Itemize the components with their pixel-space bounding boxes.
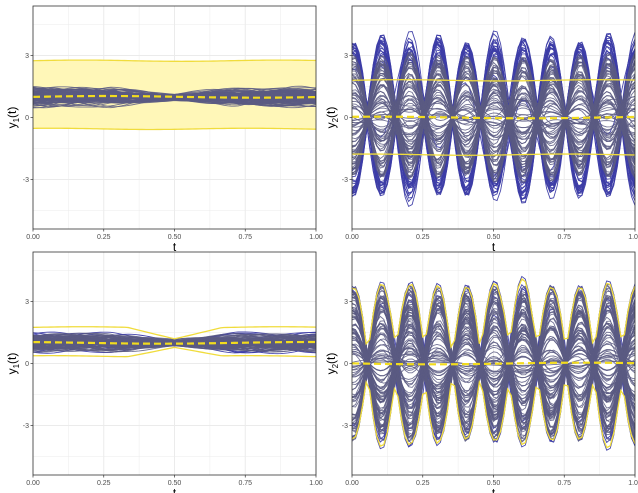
x-tick-label: 0.50: [168, 480, 182, 487]
y-axis-title-subscript: 2: [331, 117, 340, 122]
y-axis-title-main: y: [5, 122, 19, 128]
x-tick-label: 0.00: [345, 234, 359, 241]
sample-curve: [352, 325, 635, 403]
x-tick-label: 1.00: [628, 480, 638, 487]
y-tick-label: 3: [344, 299, 348, 306]
mean-line: [33, 94, 316, 99]
band-lower-line: [33, 346, 316, 358]
x-tick-label: 0.25: [97, 480, 111, 487]
y-tick-label: 0: [25, 361, 29, 368]
envelope-upper-line: [352, 278, 635, 349]
x-tick-label: 0.75: [557, 480, 571, 487]
sample-curve: [352, 296, 635, 430]
y-tick-label: 3: [344, 53, 348, 60]
sample-curve: [352, 85, 635, 150]
x-axis-title: t: [173, 486, 177, 493]
y-axis-title-arg: (t): [5, 353, 19, 364]
band-lower-line: [352, 153, 635, 156]
y-tick-label: 0: [344, 361, 348, 368]
y-axis-title: y2(t): [324, 107, 340, 129]
envelope-lower-line: [352, 379, 635, 449]
mean-line: [352, 115, 635, 120]
sample-curve: [352, 335, 635, 394]
x-tick-label: 0.50: [487, 480, 501, 487]
sample-curve: [352, 346, 635, 380]
sample-curve: [352, 353, 635, 373]
y-tick-label: -3: [23, 423, 29, 430]
y-tick-label: -3: [342, 177, 348, 184]
band-upper-line: [33, 59, 316, 62]
sample-curve: [352, 284, 635, 443]
sample-curve: [352, 347, 635, 380]
x-tick-label: 0.75: [557, 234, 571, 241]
data-layer: [352, 275, 635, 451]
sample-curve: [352, 108, 635, 128]
x-tick-label: 0.50: [487, 234, 501, 241]
x-tick-label: 0.50: [168, 234, 182, 241]
x-tick-label: 1.00: [628, 234, 638, 241]
data-layer: [33, 326, 316, 358]
y-tick-label: -3: [23, 177, 29, 184]
x-axis-title: t: [492, 240, 496, 254]
x-tick-label: 0.00: [345, 480, 359, 487]
y-tick-label: 3: [25, 299, 29, 306]
sample-curve: [33, 86, 316, 108]
x-axis-title: t: [492, 486, 496, 493]
chart-panel-bottom-left: 0.00 0.25 0.50 0.75 1.00 -3 0 3 t y1(t): [5, 251, 323, 493]
x-tick-label: 0.25: [416, 480, 430, 487]
y-axis-title-main: y: [324, 122, 338, 128]
sample-curve: [33, 334, 316, 346]
sample-curve: [352, 67, 635, 167]
sample-curve: [352, 352, 635, 375]
y-tick-label: 3: [25, 53, 29, 60]
sample-curve: [352, 94, 635, 141]
y-axis-title-main: y: [5, 368, 19, 374]
outlier-curve: [352, 30, 635, 208]
x-tick-label: 0.00: [26, 480, 40, 487]
sample-curve: [352, 92, 635, 142]
mean-line: [352, 361, 635, 366]
y-tick-label: 0: [344, 115, 348, 122]
y-tick-label: -3: [342, 423, 348, 430]
data-layer: [33, 59, 316, 131]
x-tick-label: 0.75: [238, 480, 252, 487]
chart-panel-top-right: 0.00 0.25 0.50 0.75 1.00 -3 0 3 t y2(t): [324, 5, 638, 254]
mean-line: [33, 340, 316, 345]
y-axis-title-subscript: 1: [12, 117, 21, 122]
sample-curve: [352, 56, 635, 177]
y-axis-title-arg: (t): [5, 107, 19, 118]
data-layer: [352, 30, 635, 208]
y-axis-title-arg: (t): [324, 353, 338, 364]
sample-curve: [352, 59, 635, 177]
x-tick-label: 0.25: [416, 234, 430, 241]
sample-curve: [352, 59, 635, 176]
sample-curve: [352, 339, 635, 388]
band-upper-line: [33, 326, 316, 340]
x-axis-title: t: [173, 240, 177, 254]
y-axis-title-arg: (t): [324, 107, 338, 118]
chart-panel-top-left: 0.00 0.25 0.50 0.75 1.00 -3 0 3 t y1(t): [5, 5, 323, 254]
x-tick-label: 0.00: [26, 234, 40, 241]
chart-panel-bottom-right: 0.00 0.25 0.50 0.75 1.00 -3 0 3 t y2(t): [324, 251, 638, 493]
x-tick-label: 0.75: [238, 234, 252, 241]
x-tick-label: 1.00: [309, 234, 323, 241]
x-tick-label: 0.25: [97, 234, 111, 241]
sample-curve: [352, 354, 635, 374]
y-axis-title: y1(t): [5, 107, 21, 129]
y-axis-title-main: y: [324, 368, 338, 374]
sample-curve: [33, 89, 316, 102]
sample-curve: [352, 345, 635, 381]
y-axis-title-subscript: 2: [331, 363, 340, 368]
y-axis-title-subscript: 1: [12, 363, 21, 368]
y-axis-title: y1(t): [5, 353, 21, 375]
band-lower-line: [33, 127, 316, 131]
band-upper-line: [352, 79, 635, 82]
x-tick-label: 1.00: [309, 480, 323, 487]
y-axis-title: y2(t): [324, 353, 340, 375]
y-tick-label: 0: [25, 115, 29, 122]
sample-curve: [33, 86, 316, 104]
